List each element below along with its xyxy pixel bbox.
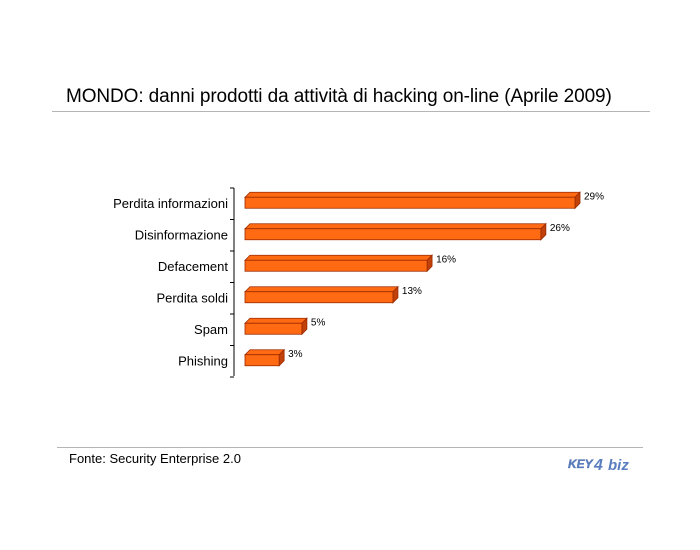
- category-label: Perdita soldi: [156, 290, 228, 305]
- svg-text:biz: biz: [608, 457, 629, 474]
- source-note: Fonte: Security Enterprise 2.0: [69, 451, 241, 466]
- bar-top-face: [244, 349, 286, 356]
- value-label: 13%: [402, 286, 422, 297]
- bar-front-face: [244, 196, 576, 209]
- category-labels: Perdita informazioni Disinformazione Defac…: [113, 196, 228, 369]
- category-axis: [230, 187, 235, 378]
- bar-top-face: [244, 191, 581, 198]
- bar-front-face: [244, 322, 303, 335]
- category-label: Defacement: [158, 259, 228, 274]
- bar: [244, 191, 581, 210]
- bar-front-face: [244, 354, 280, 367]
- svg-text:KEY: KEY: [568, 457, 594, 471]
- bar: [244, 348, 286, 367]
- key4biz-logo: KEY 4 biz: [568, 457, 629, 474]
- footer-divider: [57, 447, 643, 448]
- category-label: Spam: [194, 322, 228, 337]
- bar-top-face: [244, 286, 399, 293]
- bar-top-face: [244, 317, 308, 324]
- value-label: 26%: [550, 223, 570, 234]
- bar: [244, 254, 434, 273]
- bar: [244, 285, 399, 304]
- bar-front-face: [244, 259, 428, 272]
- bar-series: [244, 191, 581, 367]
- value-label: 5%: [311, 317, 326, 328]
- value-labels: 29% 26% 16% 13% 5% 3%: [288, 191, 604, 360]
- bar-top-face: [244, 254, 434, 261]
- bar: [244, 222, 547, 241]
- value-label: 16%: [436, 254, 456, 265]
- bar-chart: Perdita informazioni Disinformazione Defac…: [113, 187, 604, 378]
- value-label: 3%: [288, 349, 303, 360]
- title-divider: [52, 111, 650, 112]
- bar-front-face: [244, 228, 542, 241]
- page-title: MONDO: danni prodotti da attività di hac…: [66, 86, 612, 107]
- bar: [244, 317, 308, 336]
- bar-top-face: [244, 223, 547, 230]
- category-label: Perdita informazioni: [113, 196, 228, 211]
- value-label: 29%: [584, 191, 604, 202]
- svg-text:4: 4: [593, 457, 603, 474]
- category-label: Disinformazione: [135, 227, 228, 242]
- bar-front-face: [244, 291, 394, 304]
- category-label: Phishing: [178, 353, 228, 368]
